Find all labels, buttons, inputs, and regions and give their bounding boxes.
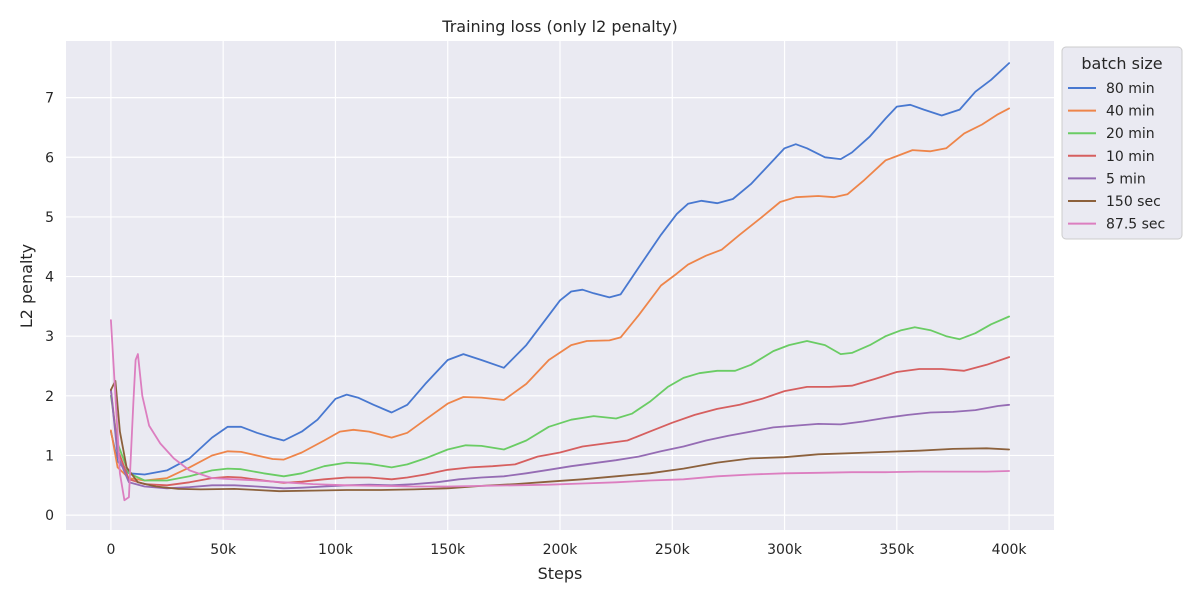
x-tick-label: 100k (318, 542, 354, 558)
y-tick-label: 1 (45, 448, 54, 464)
x-tick-label: 0 (106, 542, 115, 558)
series-line-4 (110, 356, 1010, 487)
y-axis-title: L2 penalty (17, 244, 36, 328)
legend-box (1061, 46, 1183, 240)
x-tick-label: 400k (992, 542, 1028, 558)
legend-label: 5 min (1106, 171, 1146, 187)
legend: batch size 80 min 40 min 20 min 10 min 5 min… (1061, 46, 1183, 240)
x-tick-label: 200k (543, 542, 579, 558)
y-tick-label: 6 (45, 150, 54, 166)
x-tick-label: 350k (879, 542, 915, 558)
x-tick-label: 250k (655, 542, 691, 558)
legend-label: 150 sec (1106, 194, 1161, 210)
legend-items: 80 min 40 min 20 min 10 min 5 min 150 sec 87.5… (1068, 81, 1165, 233)
y-tick-label: 7 (45, 91, 54, 107)
series-line-3 (110, 315, 1010, 482)
legend-label: 10 min (1106, 149, 1155, 165)
x-tick-label: 300k (767, 542, 803, 558)
series-line-2 (110, 107, 1010, 482)
y-tick-label: 0 (45, 508, 54, 524)
legend-label: 20 min (1106, 126, 1155, 142)
legend-label: 40 min (1106, 104, 1155, 120)
tick-layer: 0 50k 100k 150k 200k 250k 300k 350k 400k 0 1 2 3 4 5 6 7 (45, 91, 1027, 558)
y-tick-label: 4 (45, 270, 54, 286)
x-axis-title: Steps (538, 564, 583, 583)
y-tick-label: 5 (45, 210, 54, 226)
series-line-1 (110, 62, 1010, 476)
grid-layer (66, 41, 1054, 530)
series-line-7 (110, 319, 1010, 502)
series-layer (110, 62, 1010, 502)
legend-label: 80 min (1106, 81, 1155, 97)
y-tick-label: 3 (45, 329, 54, 345)
series-line-5 (110, 389, 1010, 490)
legend-title: batch size (1081, 54, 1162, 73)
legend-label: 87.5 sec (1106, 217, 1165, 233)
x-tick-label: 150k (430, 542, 466, 558)
chart-title: Training loss (only l2 penalty) (441, 17, 677, 36)
y-tick-label: 2 (45, 389, 54, 405)
x-tick-label: 50k (210, 542, 237, 558)
